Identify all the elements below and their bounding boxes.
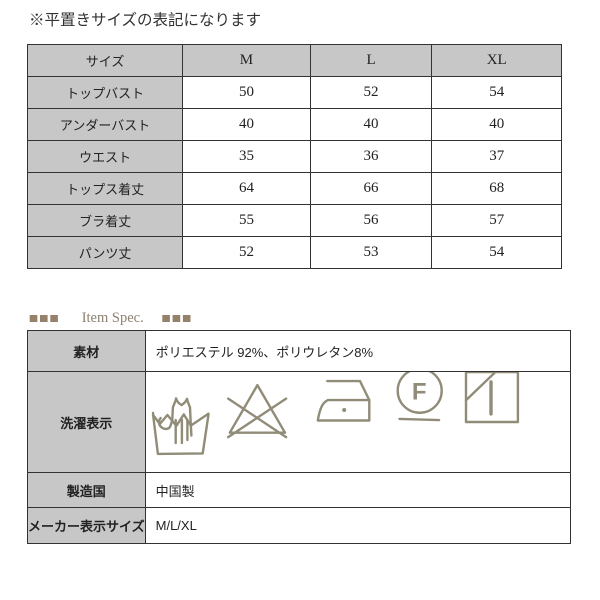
svg-text:F: F bbox=[411, 379, 426, 406]
svg-text:Item Spec.: Item Spec. bbox=[82, 310, 144, 326]
